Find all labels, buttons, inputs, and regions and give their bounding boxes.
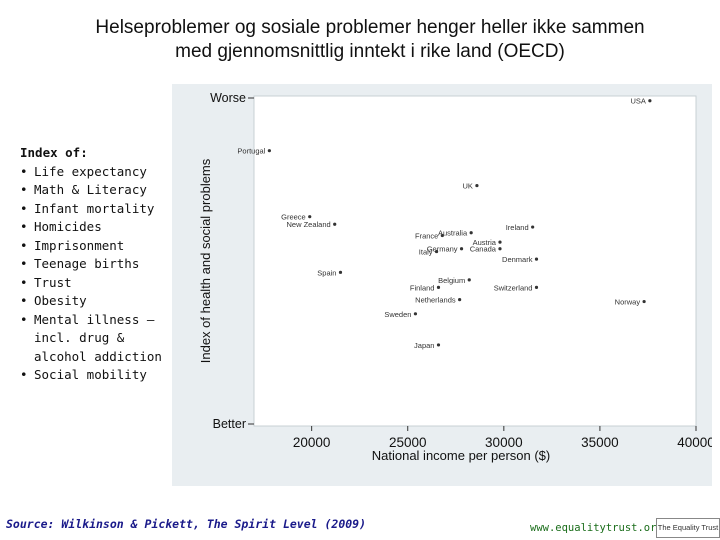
- x-tick-label: 30000: [485, 435, 523, 450]
- index-item: Trust: [20, 274, 178, 293]
- point-label: UK: [462, 182, 472, 191]
- index-item: Teenage births: [20, 255, 178, 274]
- index-item: Math & Literacy: [20, 181, 178, 200]
- point-label: New Zealand: [287, 220, 331, 229]
- y-label-better: Better: [213, 417, 246, 431]
- data-point: [531, 225, 535, 229]
- point-label: Belgium: [438, 276, 465, 285]
- point-label: France: [415, 232, 438, 241]
- slide-title: Helseproblemer og sosiale problemer heng…: [20, 16, 720, 64]
- point-label: Spain: [317, 268, 336, 277]
- index-item: Obesity: [20, 292, 178, 311]
- index-item: Homicides: [20, 218, 178, 237]
- point-label: USA: [630, 97, 645, 106]
- point-label: Greece: [281, 213, 306, 222]
- x-tick-label: 25000: [389, 435, 427, 450]
- data-point: [308, 215, 312, 219]
- index-item: Life expectancy: [20, 163, 178, 182]
- data-point: [458, 298, 462, 302]
- footer-url-link[interactable]: www.equalitytrust.org.uk: [530, 522, 682, 534]
- title-line-1: Helseproblemer og sosiale problemer heng…: [95, 17, 645, 38]
- data-point: [338, 270, 343, 274]
- point-label: Netherlands: [415, 296, 456, 305]
- data-point: [459, 247, 464, 251]
- data-point: [440, 233, 444, 238]
- x-tick-label: 35000: [581, 435, 619, 450]
- point-label: Finland: [410, 283, 435, 292]
- index-list: Life expectancyMath & LiteracyInfant mor…: [20, 163, 178, 385]
- equality-trust-logo: The Equality Trust: [656, 518, 720, 538]
- point-label: Norway: [615, 298, 641, 307]
- data-point: [498, 240, 502, 244]
- plot-area: [253, 95, 697, 427]
- data-point: [467, 278, 471, 282]
- index-legend: Index of: Life expectancyMath & Literacy…: [20, 144, 178, 385]
- y-label-worse: Worse: [210, 91, 246, 105]
- y-axis-label: Index of health and social problems: [198, 158, 213, 363]
- point-label: Australia: [438, 229, 468, 238]
- data-point: [434, 249, 439, 254]
- point-label: Switzerland: [494, 283, 533, 292]
- data-point: [475, 183, 479, 188]
- source-citation: Source: Wilkinson & Pickett, The Spirit …: [6, 517, 367, 531]
- data-point: [436, 285, 441, 289]
- point-label: Portugal: [237, 147, 265, 156]
- data-point: [413, 312, 418, 316]
- data-point: [469, 231, 473, 235]
- data-point: [534, 285, 539, 289]
- point-label: Austria: [473, 238, 497, 247]
- data-point: [436, 343, 441, 347]
- logo-text: The Equality Trust: [657, 523, 719, 532]
- data-point: [642, 299, 646, 304]
- point-label: Ireland: [506, 223, 529, 232]
- point-label: Canada: [470, 245, 497, 254]
- data-point: [648, 99, 652, 103]
- point-label: Sweden: [384, 310, 411, 319]
- title-line-2: med gjennomsnittlig inntekt i rike land …: [175, 41, 565, 62]
- scatter-plot: Index of health and social problems Worse…: [198, 91, 712, 463]
- index-header: Index of:: [20, 145, 88, 160]
- data-point: [267, 149, 271, 153]
- data-point: [333, 222, 337, 226]
- chart-panel: Index of health and social problems Worse…: [172, 84, 712, 486]
- x-tick-label: 20000: [293, 435, 331, 450]
- index-item: Mental illness – incl. drug & alcohol ad…: [20, 311, 178, 367]
- x-axis-label: National income per person ($): [372, 448, 550, 463]
- point-label: Japan: [414, 341, 434, 350]
- data-point: [534, 257, 539, 261]
- index-item: Infant mortality: [20, 200, 178, 219]
- point-label: Germany: [427, 245, 458, 254]
- data-point: [498, 247, 502, 251]
- x-tick-label: 40000: [677, 435, 712, 450]
- index-item: Social mobility: [20, 366, 178, 385]
- index-item: Imprisonment: [20, 237, 178, 256]
- point-label: Italy: [419, 248, 433, 257]
- point-label: Denmark: [502, 255, 533, 264]
